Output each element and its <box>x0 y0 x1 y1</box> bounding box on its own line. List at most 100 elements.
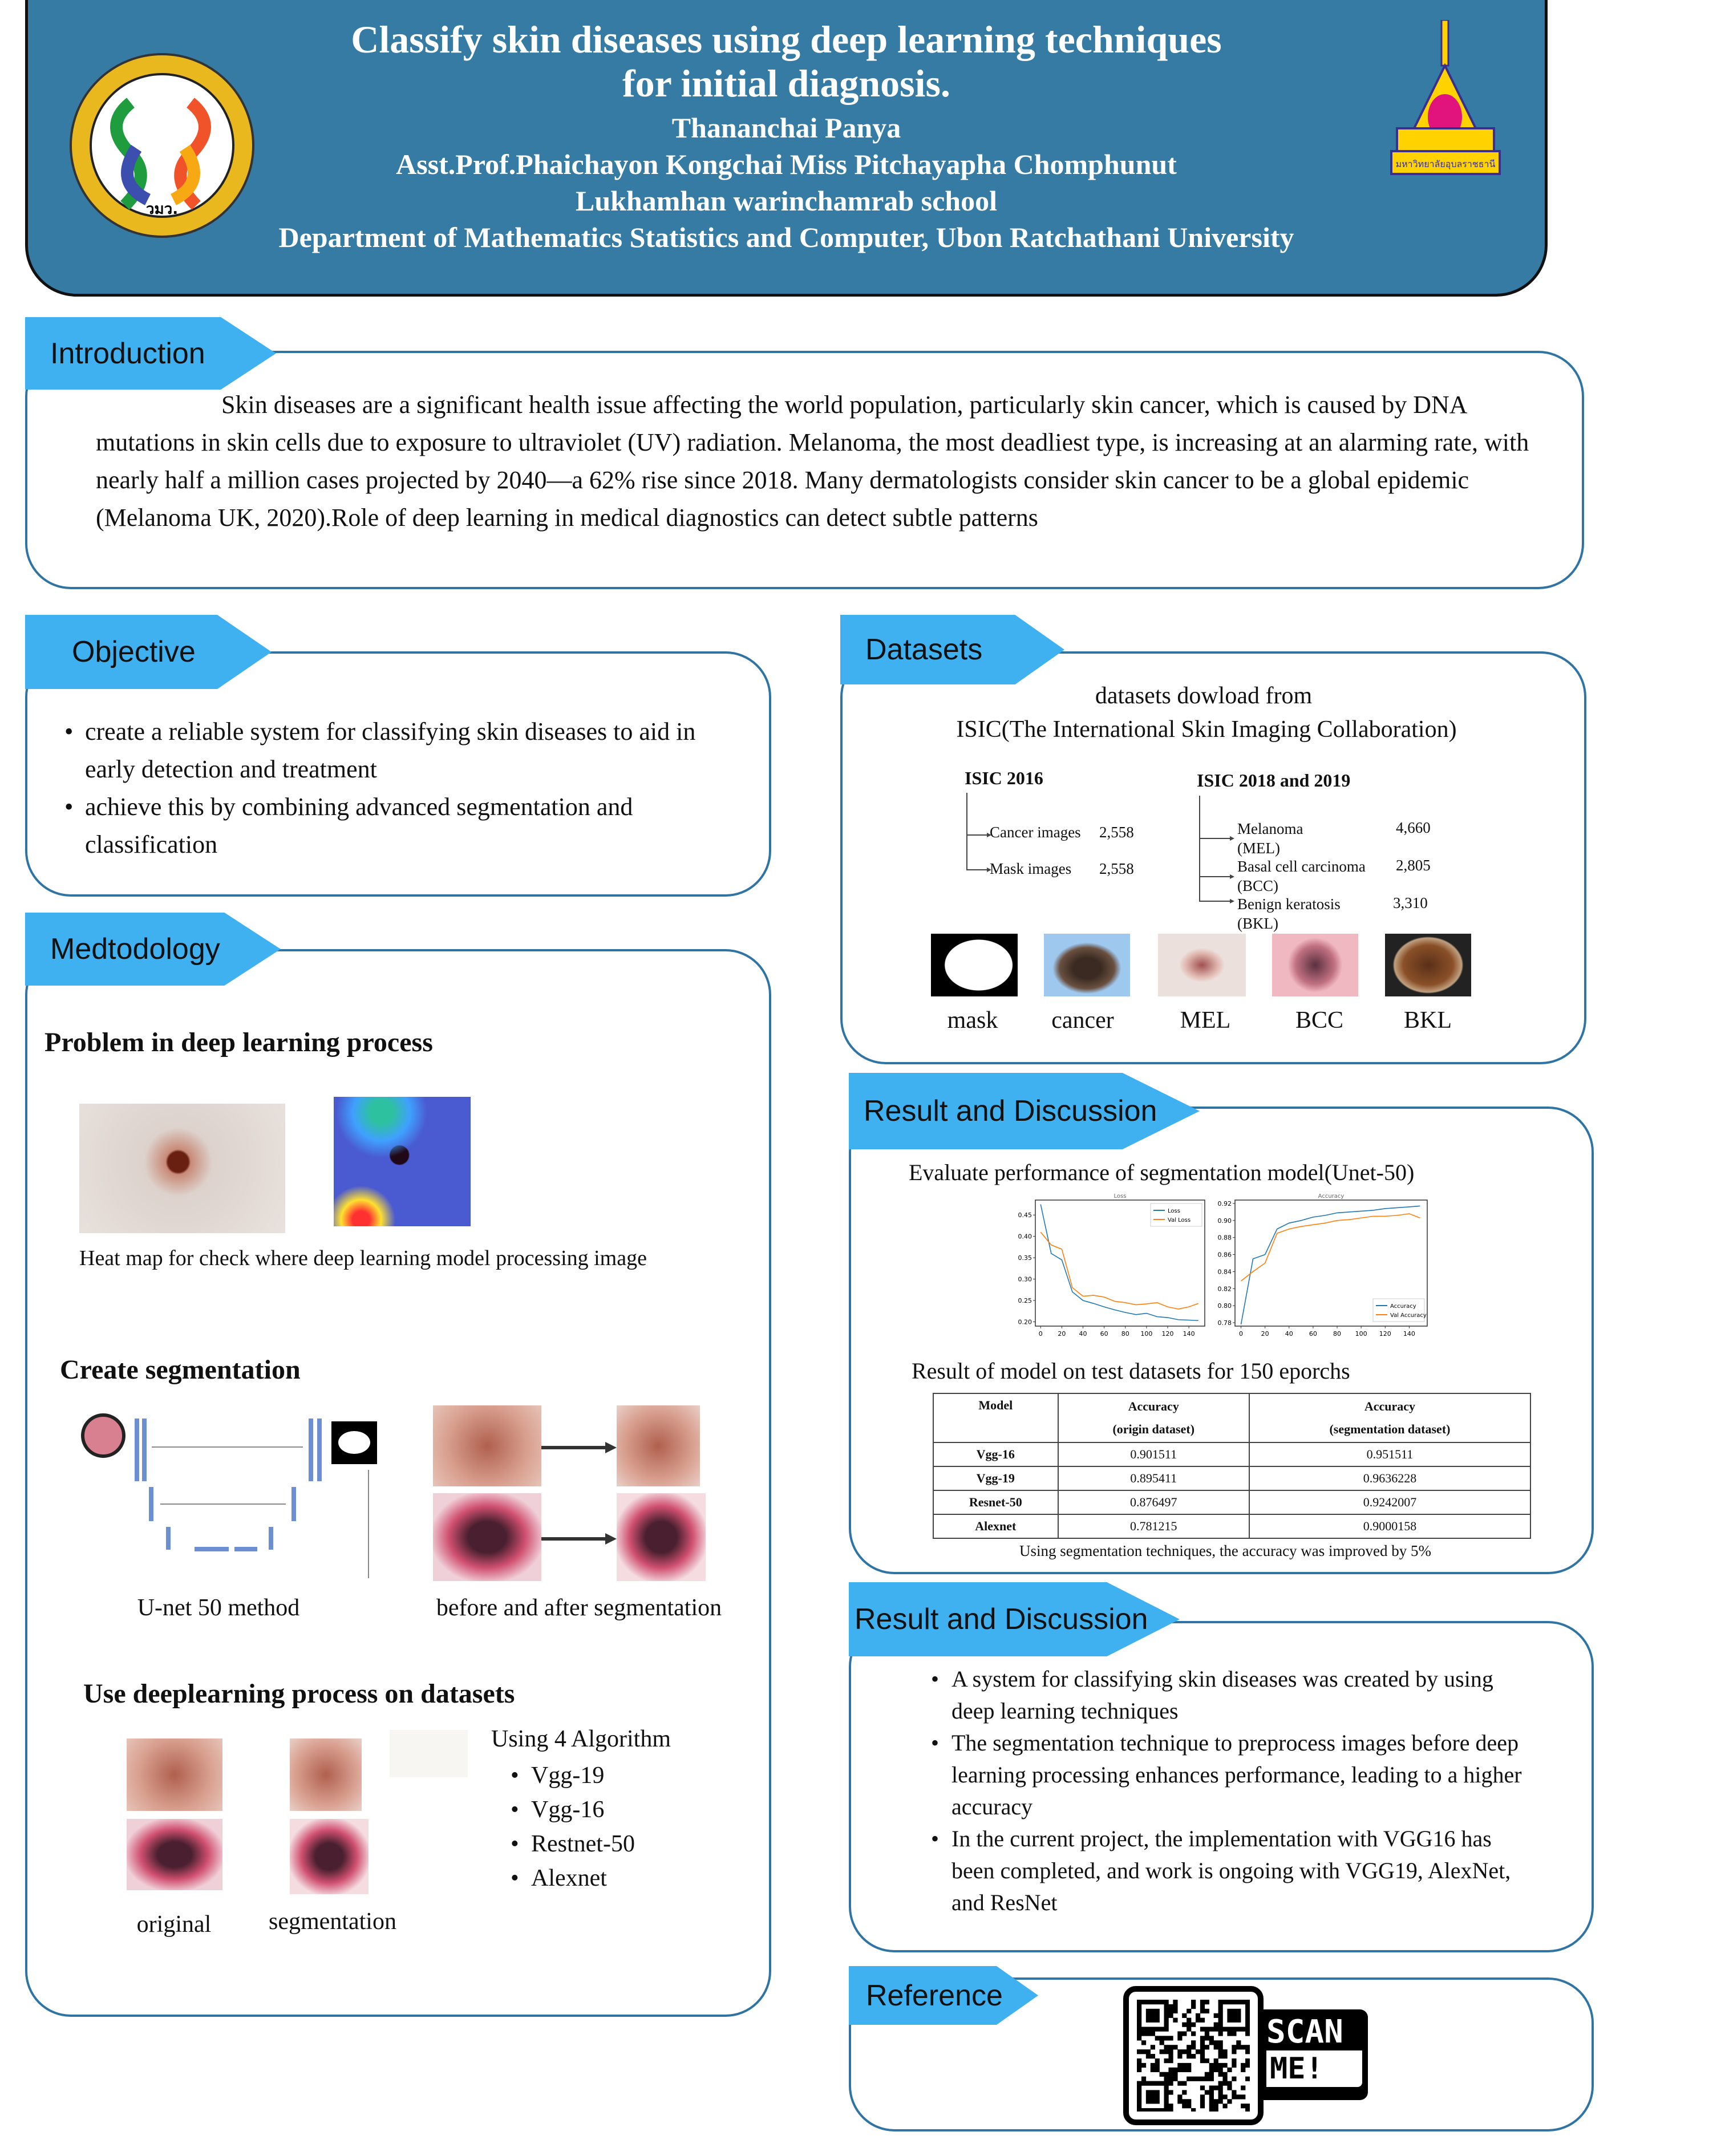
qr-module <box>1168 2067 1173 2073</box>
algorithm-item: Vgg-19 <box>511 1758 635 1793</box>
qr-module <box>1145 2027 1151 2032</box>
qr-module <box>1245 2049 1250 2054</box>
qr-module <box>1137 2027 1142 2032</box>
qr-module <box>1222 2054 1228 2059</box>
qr-module <box>1168 2045 1173 2050</box>
qr-module <box>1204 2008 1210 2014</box>
qr-module <box>1137 2085 1142 2090</box>
qr-module <box>1209 2085 1214 2090</box>
datasets-process-heading: Use deeplearning process on datasets <box>83 1679 515 1709</box>
qr-module <box>1200 2000 1205 2005</box>
mel-thumbnail <box>1158 934 1246 996</box>
qr-module <box>1145 2031 1151 2036</box>
qr-module <box>1218 2094 1223 2100</box>
qr-module <box>1177 2067 1183 2073</box>
qr-module <box>1218 2031 1223 2036</box>
qr-module <box>1137 2049 1142 2054</box>
qr-module <box>1209 2094 1214 2100</box>
qr-module <box>1218 2067 1223 2073</box>
qr-module <box>1245 2013 1250 2018</box>
qr-module <box>1236 2094 1241 2100</box>
conclusion-list: A system for classifying skin diseases w… <box>931 1663 1536 1919</box>
qr-module <box>1213 2108 1218 2113</box>
qr-module <box>1137 2017 1142 2023</box>
qr-module <box>1209 2040 1214 2045</box>
qr-module <box>1191 2054 1196 2059</box>
y-tick-label: 0.80 <box>1218 1302 1232 1310</box>
qr-module <box>1173 2000 1178 2005</box>
qr-module <box>1218 2099 1223 2104</box>
x-tick-label: 0 <box>1039 1330 1043 1338</box>
qr-module <box>1173 2004 1178 2009</box>
qr-module <box>1200 2004 1205 2009</box>
y-tick-label: 0.35 <box>1018 1254 1032 1262</box>
qr-module <box>1200 2017 1205 2023</box>
qr-module <box>1159 2049 1164 2054</box>
qr-module <box>1245 2027 1250 2032</box>
qr-module <box>1145 2049 1151 2054</box>
poster-title: Classify skin diseases using deep learni… <box>351 18 1222 61</box>
qr-module <box>1182 2049 1187 2054</box>
dataset-count: 3,310 <box>1393 894 1428 911</box>
qr-module <box>1218 2027 1223 2032</box>
qr-module <box>1187 2045 1192 2050</box>
school: Lukhamhan warinchamrab school <box>575 185 998 217</box>
qr-module <box>1145 2008 1151 2014</box>
x-tick-label: 60 <box>1309 1330 1317 1338</box>
qr-module <box>1191 2076 1196 2081</box>
mask-thumbnail <box>931 934 1018 996</box>
qr-module <box>1182 2067 1187 2073</box>
qr-module <box>1222 2072 1228 2077</box>
qr-code[interactable] <box>1123 1986 1264 2125</box>
qr-module <box>1236 2017 1241 2023</box>
qr-module <box>1150 2000 1155 2005</box>
y-tick-label: 0.25 <box>1018 1297 1032 1304</box>
qr-module <box>1187 2054 1192 2059</box>
segmentation-caption: segmentation <box>269 1908 396 1935</box>
x-tick-label: 140 <box>1183 1330 1195 1338</box>
qr-module <box>1241 2000 1246 2005</box>
school-logo: วมว. <box>70 53 254 238</box>
qr-module <box>1145 2090 1151 2095</box>
qr-module <box>1227 2081 1232 2086</box>
qr-module <box>1241 2094 1246 2100</box>
qr-module <box>1155 2062 1160 2068</box>
qr-module <box>1137 2067 1142 2073</box>
qr-module <box>1155 2036 1160 2041</box>
qr-module <box>1187 2017 1192 2023</box>
y-tick-label: 0.90 <box>1218 1217 1232 1225</box>
tree-lines <box>1199 796 1234 903</box>
qr-module <box>1213 2013 1218 2018</box>
qr-module <box>1241 2104 1246 2109</box>
qr-module <box>1232 2027 1237 2032</box>
dataset-count: 2,805 <box>1396 857 1431 874</box>
x-tick-label: 140 <box>1403 1330 1415 1338</box>
thumb-label: cancer <box>1051 1007 1114 1034</box>
qr-module <box>1177 2099 1183 2104</box>
qr-module <box>1222 2049 1228 2054</box>
qr-module <box>1236 2045 1241 2050</box>
y-tick-label: 0.45 <box>1018 1211 1032 1219</box>
section-title: Medtodology <box>50 933 220 966</box>
introduction-text: Skin diseases are a significant health i… <box>96 391 1529 532</box>
qr-module <box>1177 2094 1183 2100</box>
eval-title: Evaluate performance of segmentation mod… <box>909 1160 1415 1185</box>
qr-module <box>1164 2036 1169 2041</box>
qr-module <box>1159 2081 1164 2086</box>
section-title: Datasets <box>865 633 983 666</box>
qr-module <box>1168 2104 1173 2109</box>
qr-module <box>1204 2027 1210 2032</box>
qr-module <box>1218 2040 1223 2045</box>
qr-module <box>1218 2049 1223 2054</box>
class-name: Basal cell carcinoma <box>1237 858 1366 875</box>
qr-module <box>1227 2099 1232 2104</box>
qr-module <box>1209 2072 1214 2077</box>
qr-module <box>1200 2040 1205 2045</box>
class-abbr: (BKL) <box>1237 915 1278 932</box>
original-image-1 <box>127 1738 222 1811</box>
qr-module <box>1164 2027 1169 2032</box>
objective-item: create a reliable system for classifying… <box>64 713 738 788</box>
qr-module <box>1218 2017 1223 2023</box>
qr-module <box>1150 2062 1155 2068</box>
qr-module <box>1164 2072 1169 2077</box>
